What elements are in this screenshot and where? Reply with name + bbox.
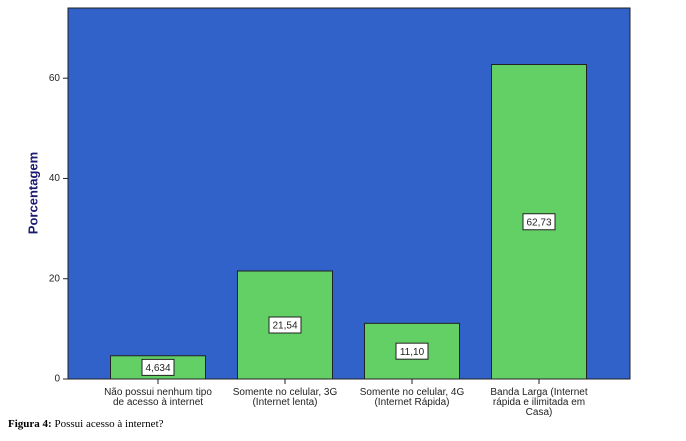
x-tick-label-line: Somente no celular, 4G (360, 387, 465, 398)
value-label: 4,634 (145, 363, 170, 374)
y-tick-label: 40 (49, 173, 61, 184)
caption: Figura 4: Possui acesso à internet? (8, 418, 164, 430)
x-tick-label: Somente no celular, 3G (Internet lenta) (233, 387, 338, 408)
value-label: 21,54 (272, 321, 297, 332)
x-tick-label-line: (Internet lenta) (252, 397, 317, 408)
x-tick-label-line: Banda Larga (Internet (490, 387, 588, 398)
x-tick-label: Somente no celular, 4G (Internet Rápida) (360, 387, 465, 408)
y-tick-label: 60 (49, 73, 61, 84)
x-tick-label-line: Não possui nenhum tipo (104, 387, 212, 398)
value-label-box (522, 213, 556, 231)
x-tick-label-line: de acesso à internet (113, 397, 203, 408)
value-label-box (395, 342, 429, 360)
y-tick-label: 20 (49, 273, 61, 284)
value-label-box (141, 358, 175, 376)
caption-label: Figura 4: (8, 418, 52, 430)
x-tick-label-line: Somente no celular, 3G (233, 387, 338, 398)
x-tick-label: Não possui nenhum tipo de acesso à intern… (104, 387, 212, 408)
value-label-box (268, 316, 302, 334)
y-tick-label: 0 (54, 374, 60, 385)
y-axis-title: Porcentagem (25, 152, 40, 234)
value-label: 11,10 (400, 347, 425, 358)
x-tick-label: Banda Larga (Internet rápida e ilimitada … (490, 387, 588, 418)
x-tick-label-line: rápida e ilimitada em (493, 397, 585, 408)
value-label: 62,73 (526, 217, 551, 228)
caption-text: Possui acesso à internet? (54, 418, 163, 430)
x-tick-label-line: (Internet Rápida) (374, 397, 449, 408)
x-tick-label-line: Casa) (526, 407, 553, 418)
